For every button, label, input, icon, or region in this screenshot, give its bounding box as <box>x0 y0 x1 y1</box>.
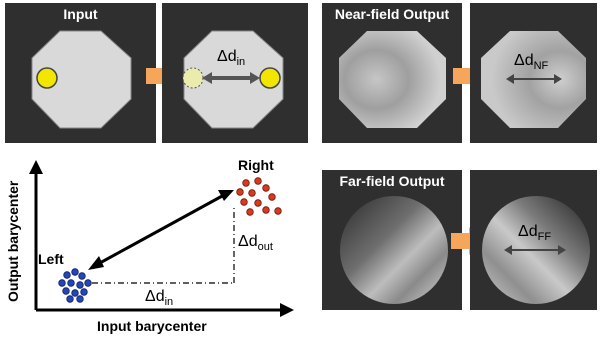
delta-dff-label: ΔdFF <box>518 223 551 243</box>
right-dot <box>254 177 262 185</box>
cluster-link-head-high <box>218 190 234 201</box>
left-dot <box>71 289 79 297</box>
left-dot <box>71 268 79 276</box>
right-cluster-dots <box>236 177 282 216</box>
ff-arrow-head-right <box>558 245 566 255</box>
left-dot <box>58 279 66 287</box>
delta-dout-label: Δdout <box>238 233 273 253</box>
x-axis-label: Input barycenter <box>97 318 207 334</box>
right-dot <box>262 206 270 214</box>
x-axis-arrowhead <box>280 303 294 317</box>
far-field-title: Far-field Output <box>339 173 445 189</box>
left-dot <box>63 271 71 279</box>
right-dot <box>240 198 248 206</box>
right-dot <box>246 208 254 216</box>
near-field-panel: Near-field Output <box>322 3 462 143</box>
left-dot <box>76 295 84 303</box>
far-field-moved-figure: ΔdFF <box>482 196 590 304</box>
right-dot <box>248 189 256 197</box>
input-octagon-figure <box>31 30 132 129</box>
left-dot <box>62 287 70 295</box>
right-dot <box>236 188 244 196</box>
far-field-circle <box>340 196 448 304</box>
right-dot <box>262 184 270 192</box>
near-field-moved-figure: ΔdNF <box>481 31 586 128</box>
right-dot <box>254 199 262 207</box>
input-panel-title: Input <box>63 6 98 22</box>
nf-arrow-head-left <box>506 74 514 84</box>
right-dot <box>268 193 276 201</box>
left-dot <box>78 272 86 280</box>
left-dot <box>66 295 74 303</box>
input-moved-panel: Δdin <box>162 3 308 143</box>
near-field-figure <box>339 31 446 128</box>
left-dot <box>76 281 84 289</box>
near-field-octagon <box>339 31 446 128</box>
right-cluster-label: Right <box>238 157 274 173</box>
nf-arrow-head-right <box>554 74 562 84</box>
delta-dnf-label: ΔdNF <box>514 52 549 72</box>
cluster-link-line <box>97 193 225 266</box>
near-field-title: Near-field Output <box>334 6 450 22</box>
left-dot <box>80 288 88 296</box>
far-field-figure <box>340 196 448 304</box>
displacement-arrow-head-right <box>250 72 260 84</box>
left-dot <box>84 279 92 287</box>
cluster-link-head-low <box>88 256 104 270</box>
delta-din-plot-label: Δdin <box>145 288 173 308</box>
right-dot <box>274 207 282 215</box>
far-field-moved-panel: ΔdFF <box>470 170 597 310</box>
near-field-moved-panel: ΔdNF <box>470 3 597 143</box>
displacement-arrow-head-left <box>202 72 212 84</box>
delta-din-label: Δdin <box>217 48 245 68</box>
y-axis-label: Output barycenter <box>5 180 21 302</box>
right-dot <box>242 179 250 187</box>
ff-arrow-head-left <box>504 245 512 255</box>
left-cluster-label: Left <box>38 251 64 267</box>
input-spot-left <box>36 67 58 89</box>
left-dot <box>67 279 75 287</box>
input-panel: Input <box>5 3 156 143</box>
y-axis-arrowhead <box>29 160 43 174</box>
left-cluster-dots <box>58 268 92 303</box>
far-field-panel: Far-field Output <box>322 170 462 310</box>
input-octagon <box>31 30 132 129</box>
input-moved-figure: Δdin <box>182 30 284 129</box>
